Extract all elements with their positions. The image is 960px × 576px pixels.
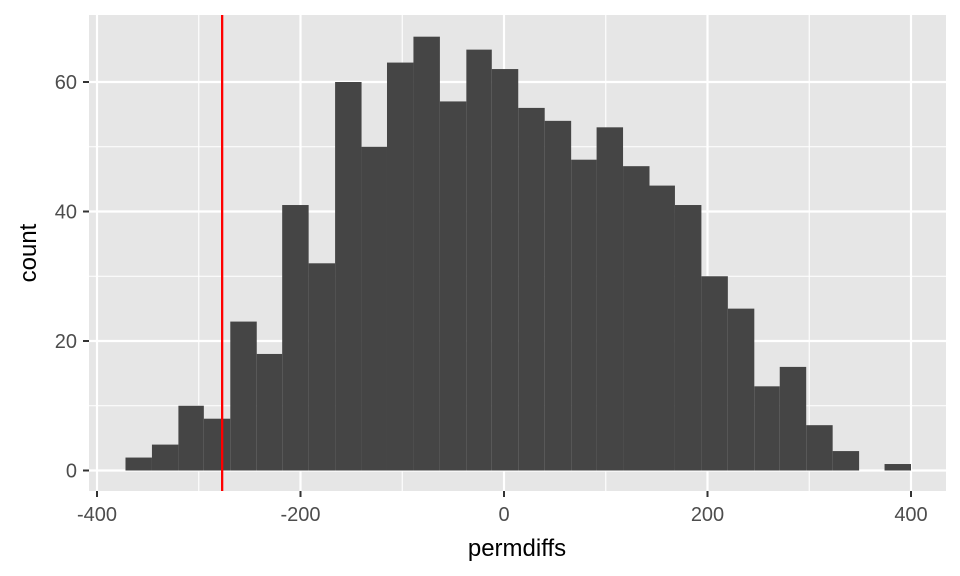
histogram-bar — [361, 146, 387, 471]
x-axis: -400 -200 0 200 400 — [77, 491, 928, 526]
histogram-bar — [649, 185, 675, 471]
histogram-bar — [806, 425, 833, 471]
histogram-bar — [386, 62, 414, 471]
histogram-bar — [230, 321, 257, 471]
histogram-bar — [178, 405, 204, 471]
x-tick-label: 400 — [894, 504, 927, 526]
histogram-bar — [439, 101, 467, 471]
histogram-bars — [125, 36, 911, 471]
histogram-bar — [151, 444, 179, 471]
histogram-bar — [308, 263, 336, 471]
histogram-bar — [544, 120, 572, 471]
histogram-bar — [203, 418, 231, 471]
x-tick-label: 200 — [691, 504, 724, 526]
histogram-bar — [674, 205, 702, 471]
histogram-bar — [884, 464, 911, 471]
histogram-bar — [125, 457, 152, 471]
histogram-bar — [754, 386, 780, 471]
histogram-bar — [491, 69, 519, 471]
histogram-bar — [282, 205, 309, 471]
y-tick-label: 0 — [66, 461, 77, 483]
y-axis-title: count — [15, 223, 42, 282]
histogram-bar — [256, 353, 283, 471]
histogram-bar — [779, 366, 807, 471]
x-tick-label: -200 — [280, 504, 320, 526]
histogram-bar — [518, 107, 545, 471]
y-tick-label: 60 — [55, 72, 77, 94]
histogram-bar — [413, 36, 440, 471]
y-tick-label: 20 — [55, 331, 77, 353]
histogram-bar — [832, 451, 860, 471]
x-tick-label: 0 — [498, 504, 509, 526]
histogram-bar — [466, 49, 492, 471]
x-tick-label: -400 — [77, 504, 117, 526]
histogram-bar — [701, 276, 728, 471]
y-axis: 0 20 40 60 — [55, 72, 89, 483]
x-axis-title: permdiffs — [468, 535, 566, 562]
histogram-bar — [571, 159, 597, 471]
histogram-bar — [727, 308, 755, 471]
histogram-bar — [335, 82, 362, 471]
histogram-bar — [596, 127, 624, 471]
histogram-bar — [623, 166, 650, 471]
y-tick-label: 40 — [55, 202, 77, 224]
